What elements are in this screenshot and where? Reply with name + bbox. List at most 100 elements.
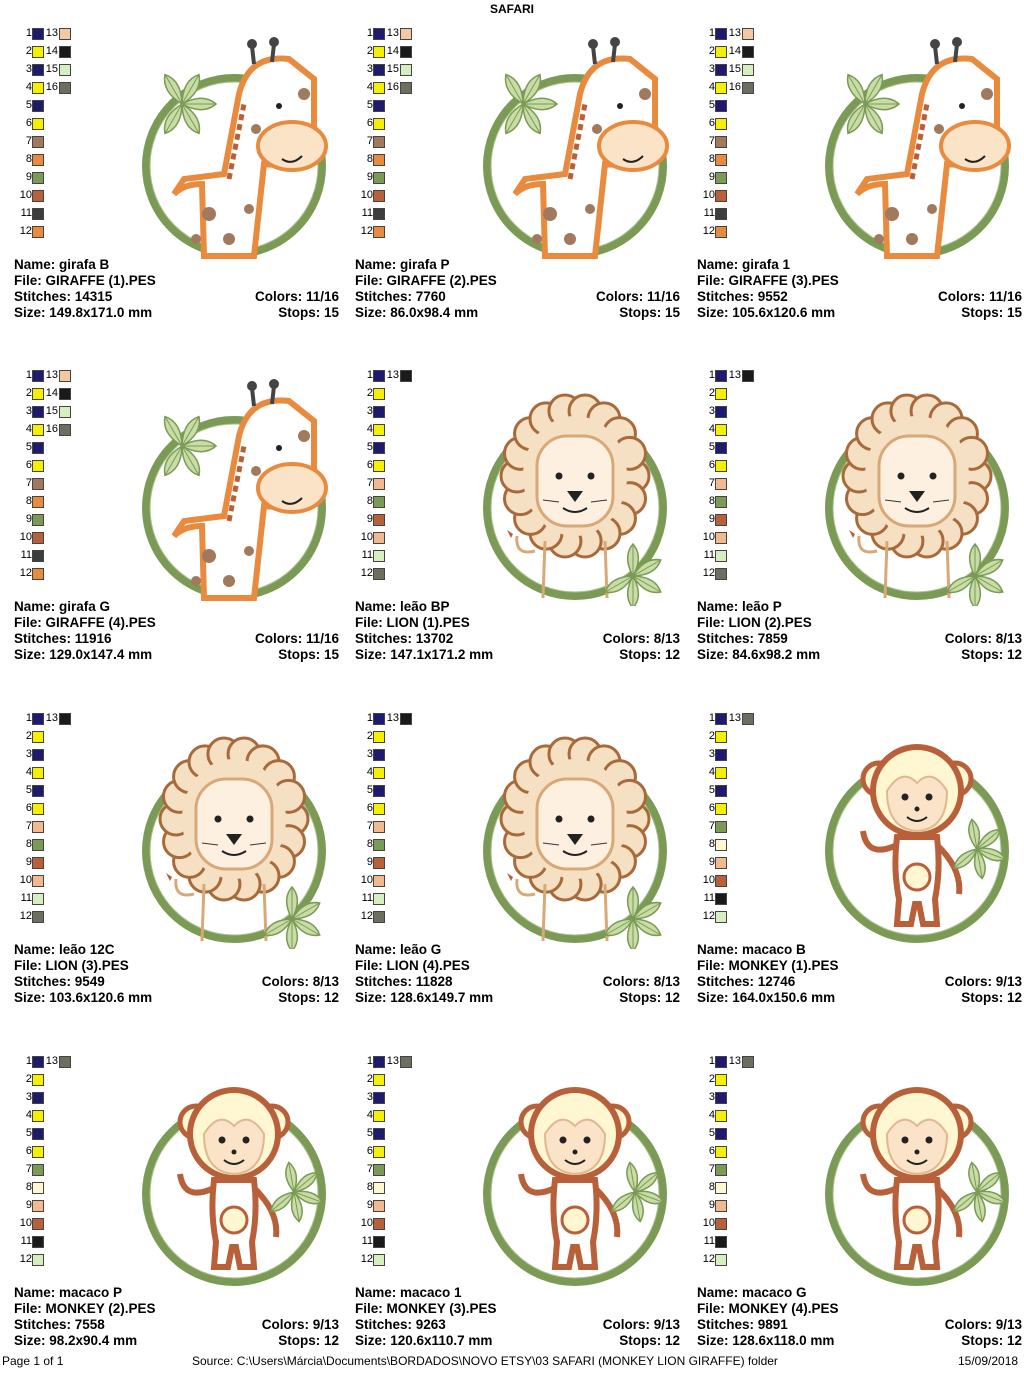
color-swatch — [373, 1164, 385, 1176]
swatch-row: 8 — [355, 1178, 425, 1196]
swatch-number: 6 — [25, 1145, 32, 1157]
swatch-number: 12 — [702, 1253, 715, 1265]
design-stops: Stops: 12 — [961, 990, 1022, 1005]
design-info: Name: girafa B File: GIRAFFE (1).PES Stitc… — [14, 257, 339, 321]
color-swatch — [373, 857, 385, 869]
color-swatch — [32, 767, 44, 779]
swatch-number: 5 — [25, 1127, 32, 1139]
color-swatch — [32, 514, 44, 526]
color-swatch — [373, 64, 385, 76]
color-swatch — [32, 1200, 44, 1212]
swatch-number: 12 — [702, 567, 715, 579]
color-swatch — [32, 46, 44, 58]
color-swatch — [742, 370, 754, 382]
design-colors: Colors: 9/13 — [944, 974, 1022, 989]
swatch-row: 3 — [355, 1088, 425, 1106]
color-swatch — [715, 226, 727, 238]
swatch-row: 3 15 — [355, 60, 425, 78]
color-swatch — [32, 550, 44, 562]
design-colors: Colors: 9/13 — [261, 1317, 339, 1332]
swatch-row: 8 — [697, 1178, 767, 1196]
swatch-row: 10 — [355, 1214, 425, 1232]
swatch-row: 4 — [14, 763, 84, 781]
color-swatch — [59, 388, 71, 400]
swatch-number: 3 — [25, 748, 32, 760]
design-card: 1 13 2 3 4 5 6 7 8 9 10 11 12 Name: leão P File: LION … — [697, 366, 1024, 696]
design-file: File: LION (1).PES — [355, 615, 470, 630]
swatch-number: 10 — [360, 1217, 373, 1229]
swatch-number: 11 — [20, 207, 32, 219]
design-info: Name: leão G File: LION (4).PES Stitches: … — [355, 942, 680, 1006]
swatch-number: 13 — [45, 27, 58, 39]
swatch-number: 9 — [366, 171, 373, 183]
design-colors: Colors: 11/16 — [254, 289, 339, 304]
giraffe-embroidery-image — [114, 376, 334, 606]
design-stitches: Stitches: 7760 — [355, 289, 446, 304]
swatch-row: 7 — [14, 817, 84, 835]
swatch-row: 6 — [14, 114, 84, 132]
swatch-row: 3 — [697, 1088, 767, 1106]
color-swatch — [32, 370, 44, 382]
swatch-number: 1 — [25, 1055, 32, 1067]
design-name: Name: girafa G — [14, 599, 111, 614]
swatch-number: 7 — [708, 1163, 715, 1175]
giraffe-embroidery-image — [455, 34, 675, 264]
swatch-number: 9 — [366, 1199, 373, 1211]
color-swatch — [715, 478, 727, 490]
swatch-number: 11 — [703, 207, 715, 219]
giraffe-embroidery-image — [114, 34, 334, 264]
swatch-row: 6 — [697, 456, 767, 474]
swatch-row: 5 — [355, 438, 425, 456]
design-stops: Stops: 12 — [619, 647, 680, 662]
swatch-row: 11 — [14, 1232, 84, 1250]
design-size: Size: 103.6x120.6 mm — [14, 990, 153, 1005]
color-swatch — [715, 1236, 727, 1248]
color-swatch — [32, 821, 44, 833]
color-swatch — [373, 208, 385, 220]
swatch-number: 5 — [708, 99, 715, 111]
color-swatch — [373, 226, 385, 238]
swatch-row: 4 — [355, 1106, 425, 1124]
swatch-number: 10 — [19, 189, 32, 201]
design-file: File: MONKEY (2).PES — [14, 1301, 156, 1316]
swatch-number: 15 — [728, 63, 741, 75]
design-stops: Stops: 12 — [619, 990, 680, 1005]
swatch-row: 4 16 — [14, 78, 84, 96]
swatch-number: 11 — [703, 892, 715, 904]
design-size: Size: 149.8x171.0 mm — [14, 305, 153, 320]
color-swatch — [373, 190, 385, 202]
design-stitches: Stitches: 9263 — [355, 1317, 446, 1332]
swatch-row: 8 — [14, 150, 84, 168]
color-swatch — [715, 821, 727, 833]
swatch-number: 1 — [25, 27, 32, 39]
color-swatch — [373, 172, 385, 184]
design-name: Name: girafa 1 — [697, 257, 791, 272]
swatch-number: 2 — [708, 45, 715, 57]
swatch-row: 1 13 — [355, 709, 425, 727]
swatch-number: 13 — [728, 369, 741, 381]
color-swatch — [715, 875, 727, 887]
color-swatch — [715, 1110, 727, 1122]
color-swatch — [32, 803, 44, 815]
swatch-row: 1 13 — [355, 1052, 425, 1070]
swatch-number: 5 — [366, 784, 373, 796]
color-swatch — [715, 857, 727, 869]
design-file: File: MONKEY (1).PES — [697, 958, 839, 973]
swatch-row: 6 — [697, 114, 767, 132]
swatch-row: 6 — [355, 1142, 425, 1160]
color-swatch — [373, 1110, 385, 1122]
color-swatch — [373, 100, 385, 112]
swatch-row: 2 14 — [355, 42, 425, 60]
design-size: Size: 128.6x149.7 mm — [355, 990, 494, 1005]
design-stitches: Stitches: 11828 — [355, 974, 453, 989]
swatch-number: 3 — [366, 748, 373, 760]
swatch-row: 9 — [14, 168, 84, 186]
design-colors: Colors: 8/13 — [944, 631, 1022, 646]
swatch-number: 8 — [25, 495, 32, 507]
color-swatch — [59, 713, 71, 725]
design-file: File: GIRAFFE (2).PES — [355, 273, 497, 288]
swatch-row: 6 — [697, 1142, 767, 1160]
swatch-number: 12 — [360, 567, 373, 579]
color-swatch — [715, 514, 727, 526]
design-size: Size: 98.2x90.4 mm — [14, 1333, 138, 1348]
